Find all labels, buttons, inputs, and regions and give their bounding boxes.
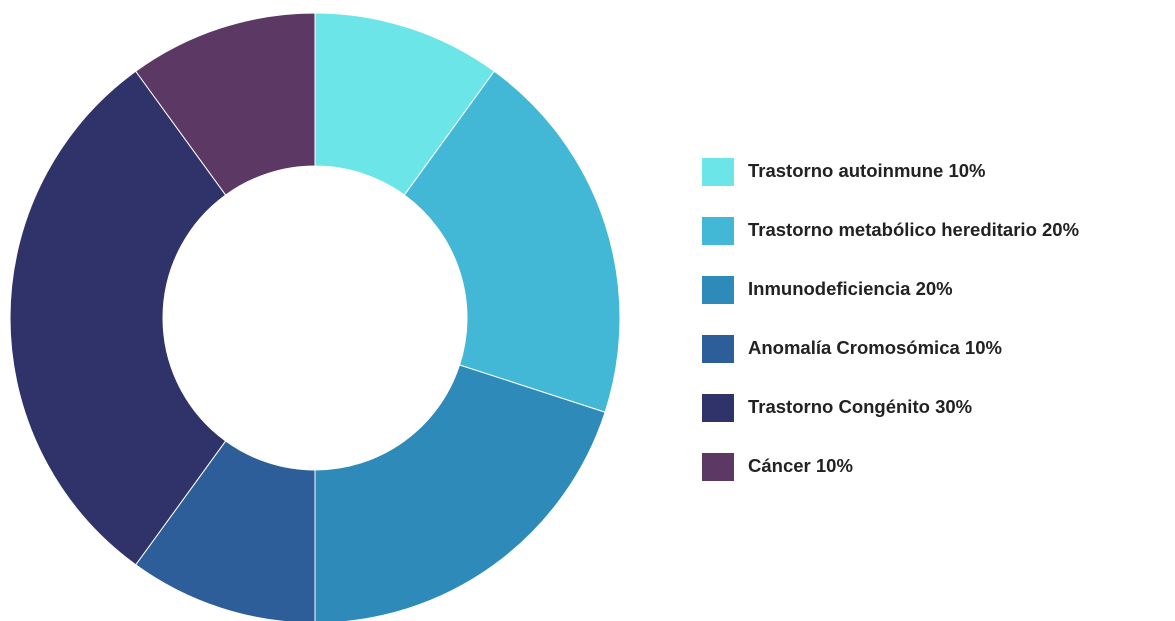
legend-category: Trastorno Congénito bbox=[748, 396, 930, 417]
legend-swatch bbox=[702, 158, 734, 186]
legend-value: 30% bbox=[935, 396, 972, 417]
legend-swatch bbox=[702, 394, 734, 422]
legend-value: 20% bbox=[916, 278, 953, 299]
legend-category: Inmunodeficiencia bbox=[748, 278, 911, 299]
legend-category: Anomalía Cromosómica bbox=[748, 337, 960, 358]
legend-category: Cáncer bbox=[748, 455, 811, 476]
legend-value: 10% bbox=[965, 337, 1002, 358]
legend-value: 20% bbox=[1042, 219, 1079, 240]
legend-swatch bbox=[702, 335, 734, 363]
legend-value: 10% bbox=[816, 455, 853, 476]
legend-label: Cáncer 10% bbox=[748, 455, 853, 476]
legend-swatch bbox=[702, 453, 734, 481]
slice bbox=[135, 12, 316, 196]
legend-label: Anomalía Cromosómica 10% bbox=[748, 337, 1002, 358]
legend-label: Trastorno metabólico hereditario 20% bbox=[748, 219, 1079, 240]
legend-category: Trastorno autoinmune bbox=[748, 160, 943, 181]
slice bbox=[314, 364, 606, 621]
slice bbox=[9, 70, 227, 566]
slice bbox=[403, 70, 621, 413]
legend-value: 10% bbox=[948, 160, 985, 181]
legend-label: Trastorno Congénito 30% bbox=[748, 396, 972, 417]
legend-label: Inmunodeficiencia 20% bbox=[748, 278, 953, 299]
legend-category: Trastorno metabólico hereditario bbox=[748, 219, 1037, 240]
legend-label: Trastorno autoinmune 10% bbox=[748, 160, 985, 181]
legend-swatch bbox=[702, 276, 734, 304]
legend-swatch bbox=[702, 217, 734, 245]
